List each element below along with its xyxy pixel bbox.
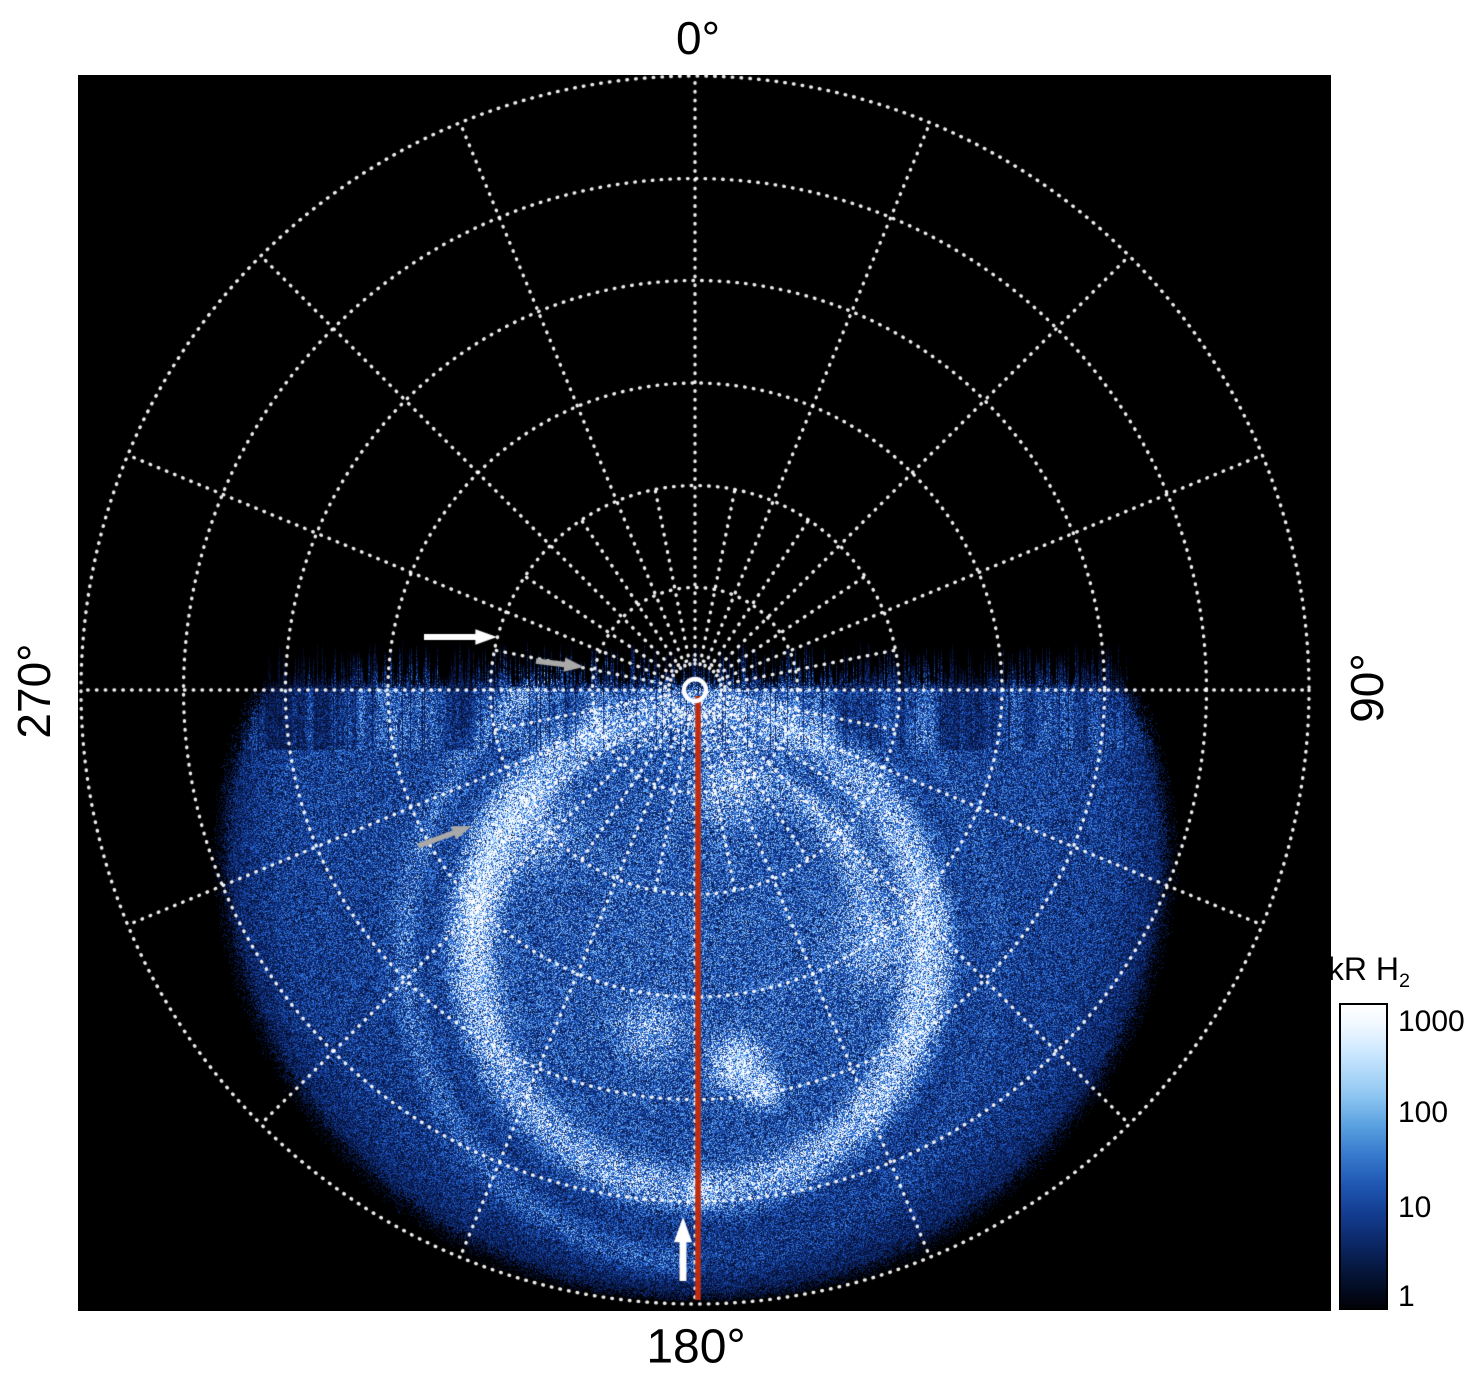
colorbar-tick-1: 1 [1398,1280,1415,1313]
colorbar-title: kR H2 [1328,951,1410,993]
colorbar-tick-1000: 1000 [1398,1005,1465,1038]
angle-label-90: 90° [1341,653,1393,723]
angle-label-0: 0° [676,12,720,64]
colorbar-title-text: kR H [1327,950,1400,987]
aurora-heatmap-canvas [78,75,1331,1311]
colorbar-title-subscript: 2 [1399,970,1411,993]
colorbar-tick-10: 10 [1398,1191,1432,1224]
colorbar-tick-100: 100 [1398,1096,1449,1129]
angle-label-270: 270° [8,643,60,739]
angle-label-180: 180° [646,1320,746,1374]
polar-plot-area [78,75,1331,1311]
colorbar-gradient [1339,1003,1388,1310]
